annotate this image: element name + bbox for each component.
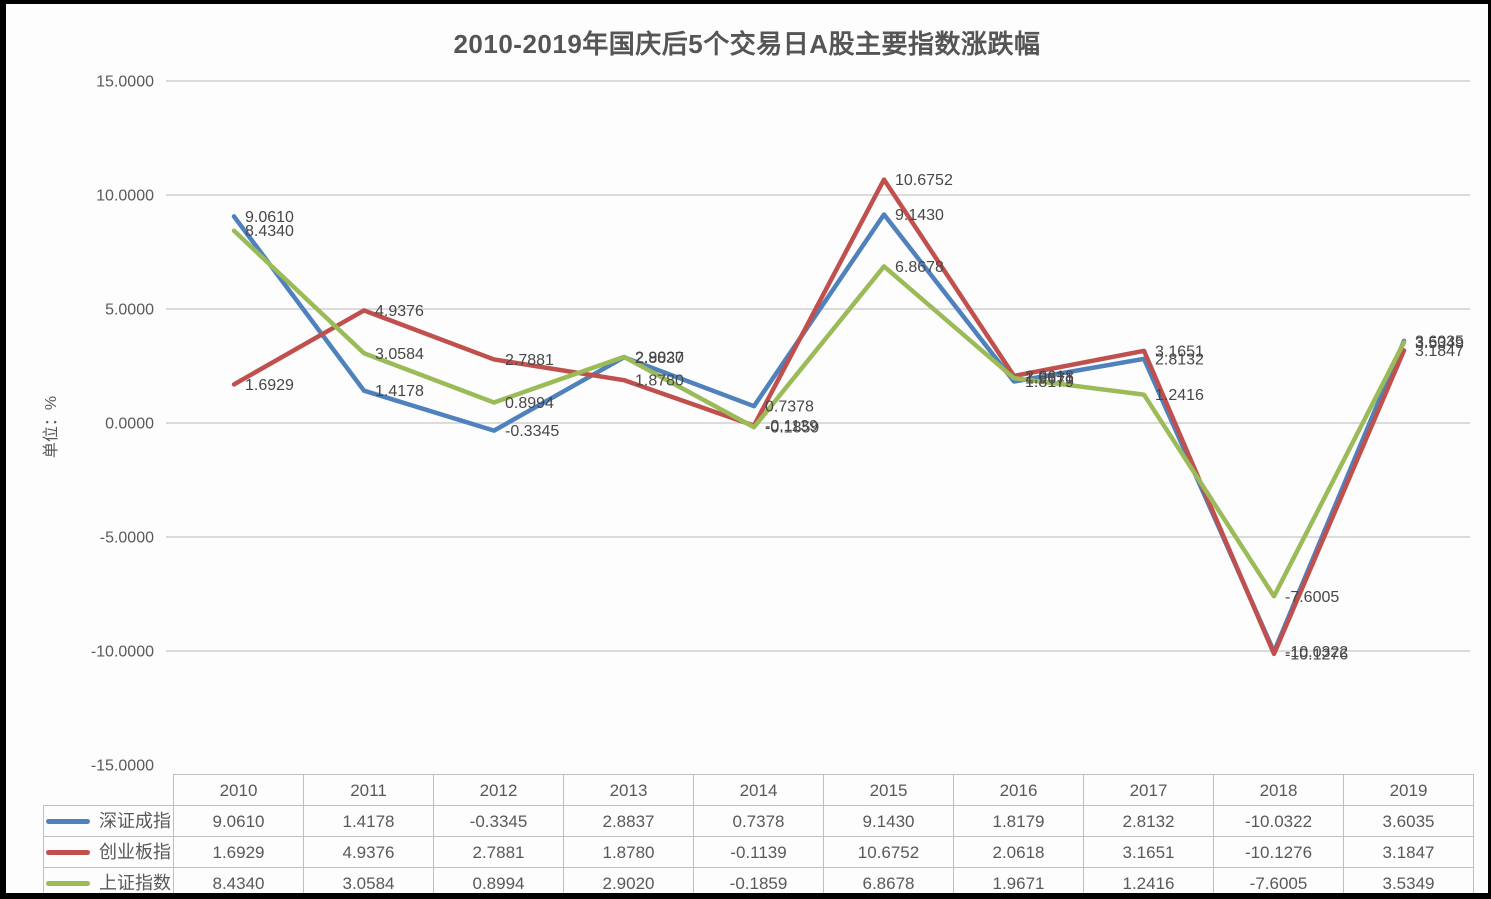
table-value-cell: 2.0618	[953, 836, 1084, 868]
table-value-cell: -0.1139	[693, 836, 824, 868]
data-label: 3.1651	[1155, 343, 1204, 360]
table-value-cell: 8.4340	[173, 867, 304, 893]
table-value-cell: 9.0610	[173, 805, 304, 837]
table-value-cell: 3.0584	[303, 867, 434, 893]
table-year-header: 2019	[1343, 774, 1474, 806]
y-tick-label: -5.0000	[100, 530, 154, 547]
table-value-cell: 9.1430	[823, 805, 954, 837]
data-label: -0.3345	[505, 423, 559, 440]
data-label: 2.9020	[635, 349, 684, 366]
table-row: 深证成指 9.0610 1.4178 -0.3345 2.8837 0.7378 9.143…	[43, 805, 1474, 837]
chart-title: 2010-2019年国庆后5个交易日A股主要指数涨跌幅	[453, 29, 1041, 59]
table-year-header: 2018	[1213, 774, 1344, 806]
data-label: -0.1859	[765, 420, 819, 437]
series-line-2	[231, 177, 1407, 657]
data-label: 3.5349	[1415, 335, 1464, 352]
data-label: 2.7881	[505, 352, 554, 369]
data-label: 1.6929	[245, 377, 294, 394]
table-year-header: 2012	[433, 774, 564, 806]
data-label: -10.1276	[1285, 646, 1348, 663]
table-value-cell: 6.8678	[823, 867, 954, 893]
y-tick-label: 15.0000	[96, 74, 154, 91]
table-value-cell: -0.3345	[433, 805, 564, 837]
y-tick-label: -10.0000	[91, 644, 154, 661]
legend-series-name: 上证指数	[99, 873, 171, 893]
legend-cell: 深证成指	[43, 805, 174, 837]
data-label: 4.9376	[375, 303, 424, 320]
table-corner-cell	[44, 775, 174, 806]
table-value-cell: 4.9376	[303, 836, 434, 868]
data-label: 2.8132	[1155, 351, 1204, 368]
table-year-header: 2016	[953, 774, 1084, 806]
table-value-cell: 1.9671	[953, 867, 1084, 893]
data-label: 1.4178	[375, 383, 424, 400]
table-year-header: 2011	[303, 774, 434, 806]
table-value-cell: 1.6929	[173, 836, 304, 868]
table-value-cell: 2.8837	[563, 805, 694, 837]
data-label: 3.6035	[1415, 333, 1464, 350]
table-value-cell: 2.7881	[433, 836, 564, 868]
table-year-header: 2014	[693, 774, 824, 806]
data-label: 6.8678	[895, 259, 944, 276]
table-value-cell: 0.7378	[693, 805, 824, 837]
legend-series-name: 创业板指	[99, 842, 171, 862]
data-label: 2.0618	[1025, 368, 1074, 385]
legend-series-name: 深证成指	[99, 811, 171, 831]
legend-cell: 创业板指	[43, 836, 174, 868]
data-label: 1.2416	[1155, 387, 1204, 404]
table-year-header: 2017	[1083, 774, 1214, 806]
y-tick-label: -15.0000	[91, 758, 154, 775]
data-label: 0.7378	[765, 399, 814, 416]
legend-line-swatch	[46, 818, 90, 824]
table-value-cell: 2.8132	[1083, 805, 1214, 837]
table-year-header: 2015	[823, 774, 954, 806]
table-value-cell: 1.4178	[303, 805, 434, 837]
table-value-cell: 3.5349	[1343, 867, 1474, 893]
table-row: 创业板指 1.6929 4.9376 2.7881 1.8780 -0.1139 10.67…	[43, 836, 1474, 868]
data-label: 9.1430	[895, 207, 944, 224]
table-value-cell: -0.1859	[693, 867, 824, 893]
y-tick-label: 0.0000	[105, 416, 154, 433]
table-value-cell: 3.1651	[1083, 836, 1214, 868]
table-value-cell: 3.6035	[1343, 805, 1474, 837]
table-value-cell: -10.1276	[1213, 836, 1344, 868]
data-label: -0.1139	[765, 418, 818, 435]
table-header-row: 2010 2011 2012 2013 2014 2015 2016 2017 2018 2019	[44, 774, 1474, 806]
data-label: -10.0322	[1285, 644, 1348, 661]
data-table: 2010 2011 2012 2013 2014 2015 2016 2017 2018 2019…	[43, 774, 1474, 893]
data-label: 8.4340	[245, 223, 294, 240]
y-tick-label: 10.0000	[96, 188, 154, 205]
legend-line-swatch	[46, 849, 90, 855]
data-label: 1.8780	[635, 373, 684, 390]
table-year-header: 2013	[563, 774, 694, 806]
legend-cell: 上证指数	[43, 867, 174, 893]
table-row: 上证指数 8.4340 3.0584 0.8994 2.9020 -0.1859 6.867…	[43, 867, 1474, 893]
data-label: 3.1847	[1415, 343, 1464, 360]
data-label: 1.9671	[1025, 371, 1074, 388]
series-line-3	[231, 228, 1407, 599]
data-label: 1.8179	[1025, 374, 1074, 391]
table-value-cell: 1.2416	[1083, 867, 1214, 893]
legend-line-swatch	[46, 880, 90, 886]
plot-area: 15.0000 10.0000 5.0000 0.0000 -5.0000 -10.000…	[91, 74, 1470, 775]
data-label: 3.0584	[375, 346, 424, 363]
data-label: 0.8994	[505, 395, 554, 412]
data-label: 10.6752	[895, 172, 953, 189]
data-label: 2.8837	[635, 350, 684, 367]
data-label: -7.6005	[1285, 589, 1339, 606]
table-value-cell: 2.9020	[563, 867, 694, 893]
table-value-cell: 1.8179	[953, 805, 1084, 837]
table-value-cell: 0.8994	[433, 867, 564, 893]
table-year-header: 2010	[173, 774, 304, 806]
table-value-cell: -7.6005	[1213, 867, 1344, 893]
table-value-cell: -10.0322	[1213, 805, 1344, 837]
table-value-cell: 3.1847	[1343, 836, 1474, 868]
table-value-cell: 10.6752	[823, 836, 954, 868]
y-tick-label: 5.0000	[105, 302, 154, 319]
data-label: 9.0610	[245, 209, 294, 226]
table-value-cell: 1.8780	[563, 836, 694, 868]
